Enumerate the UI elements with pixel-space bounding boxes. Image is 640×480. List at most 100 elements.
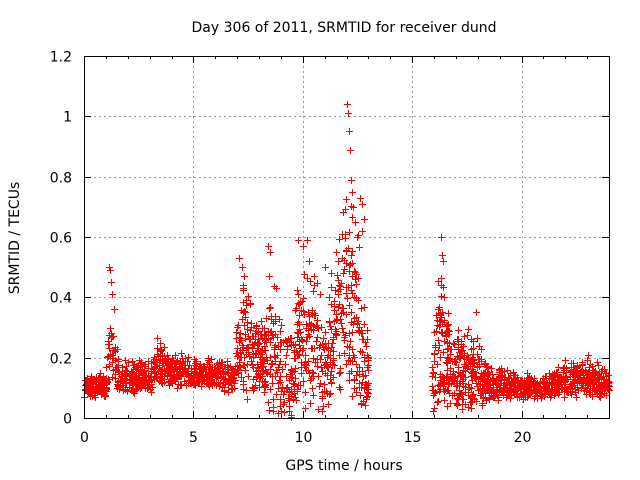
data-point: [562, 357, 569, 364]
data-point: [154, 335, 161, 342]
x-tick-label: 5: [189, 430, 198, 446]
y-axis-label: SRMTID / TECUs: [7, 182, 23, 295]
data-point: [348, 177, 355, 184]
data-point: [438, 293, 445, 300]
data-point: [459, 378, 466, 385]
data-point: [455, 344, 462, 351]
data-point: [219, 383, 226, 390]
data-point: [347, 338, 354, 345]
data-point: [301, 362, 308, 369]
data-point: [324, 364, 331, 371]
data-point: [516, 382, 523, 389]
data-point: [438, 329, 445, 336]
data-point: [346, 377, 353, 384]
data-point: [110, 347, 117, 354]
data-point: [96, 378, 103, 385]
data-point: [346, 352, 353, 359]
data-point: [482, 394, 489, 401]
data-point: [462, 401, 469, 408]
data-point: [277, 373, 284, 380]
data-point: [441, 294, 448, 301]
data-point: [555, 391, 562, 398]
data-point: [154, 359, 161, 366]
data-point: [300, 295, 307, 302]
data-point: [314, 363, 321, 370]
data-point: [437, 354, 444, 361]
data-point: [129, 369, 136, 376]
data-point: [479, 378, 486, 385]
data-point: [580, 370, 587, 377]
data-point: [361, 321, 368, 328]
data-point: [443, 323, 450, 330]
data-point: [137, 360, 144, 367]
data-point: [248, 358, 255, 365]
data-point: [568, 391, 575, 398]
data-point: [235, 322, 242, 329]
data-point: [578, 385, 585, 392]
data-point: [437, 318, 444, 325]
data-point: [108, 334, 115, 341]
data-point: [116, 369, 123, 376]
data-point: [561, 384, 568, 391]
data-point: [228, 367, 235, 374]
data-point: [133, 363, 140, 370]
data-point: [217, 370, 224, 377]
data-point: [263, 315, 270, 322]
data-point: [130, 377, 137, 384]
data-point: [122, 357, 129, 364]
data-point: [106, 361, 113, 368]
data-point: [320, 403, 327, 410]
data-point: [315, 373, 322, 380]
data-point: [461, 333, 468, 340]
data-point: [361, 304, 368, 311]
data-point: [543, 373, 550, 380]
data-point: [136, 375, 143, 382]
data-point: [490, 387, 497, 394]
data-point: [438, 234, 445, 241]
data-point: [348, 252, 355, 259]
data-point: [524, 370, 531, 377]
data-point: [110, 367, 117, 374]
data-point: [241, 308, 248, 315]
grid-lines: [84, 56, 609, 418]
data-point: [462, 384, 469, 391]
data-point: [247, 336, 254, 343]
y-tick-label: 1: [63, 110, 72, 126]
data-point: [432, 342, 439, 349]
data-point: [343, 260, 350, 267]
data-point: [336, 236, 343, 243]
data-point: [124, 388, 131, 395]
data-point: [338, 280, 345, 287]
data-point: [104, 354, 111, 361]
data-point: [180, 370, 187, 377]
data-point: [257, 354, 264, 361]
data-point: [145, 372, 152, 379]
data-point: [346, 344, 353, 351]
data-point: [199, 371, 206, 378]
data-point: [598, 387, 605, 394]
data-point: [293, 397, 300, 404]
data-point: [335, 258, 342, 265]
data-point: [262, 367, 269, 374]
data-point: [179, 355, 186, 362]
data-point: [86, 381, 93, 388]
data-point: [445, 381, 452, 388]
data-point: [251, 341, 258, 348]
data-point: [188, 368, 195, 375]
data-point: [284, 346, 291, 353]
data-point: [265, 399, 272, 406]
data-point: [310, 288, 317, 295]
data-point: [359, 201, 366, 208]
data-point: [446, 340, 453, 347]
data-point: [341, 337, 348, 344]
data-point: [331, 298, 338, 305]
data-point: [255, 347, 262, 354]
data-point: [304, 275, 311, 282]
data-point: [250, 387, 257, 394]
data-point: [433, 328, 440, 335]
data-point: [359, 228, 366, 235]
data-point: [317, 342, 324, 349]
data-point: [537, 380, 544, 387]
data-point: [261, 389, 268, 396]
data-point: [174, 368, 181, 375]
